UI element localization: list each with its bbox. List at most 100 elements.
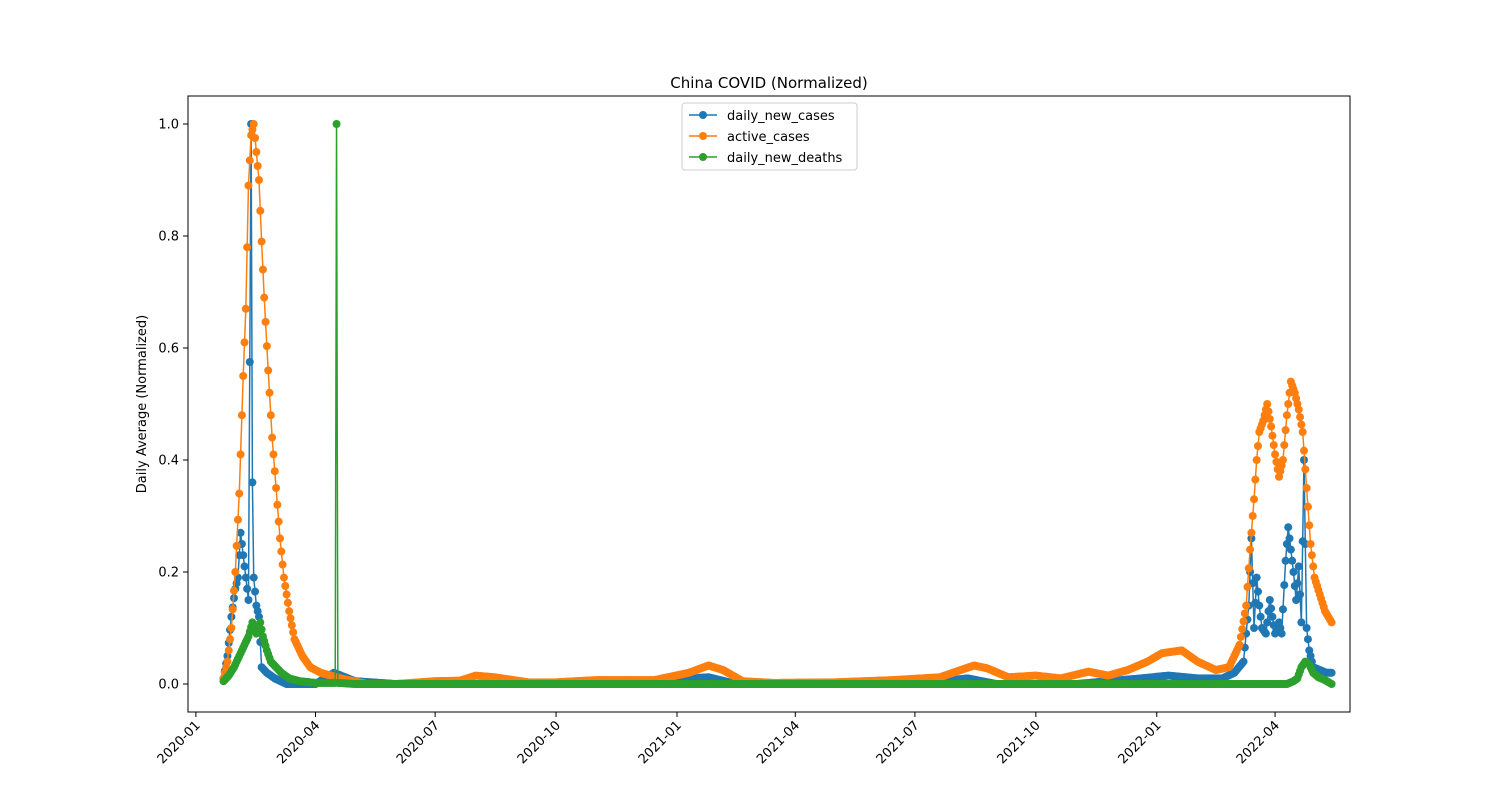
data-point [276,534,285,543]
data-point [1293,579,1302,588]
data-point [1253,587,1262,596]
data-point [258,265,267,274]
x-tick-label: 2022-01 [1116,718,1165,767]
data-point [253,162,262,170]
data-point [1278,605,1287,614]
plot-frame [187,95,1351,713]
x-tick-label: 2020-10 [515,718,564,767]
x-tick-label: 2020-01 [155,718,204,767]
data-point [251,134,260,142]
data-point [1305,521,1314,530]
data-point [264,366,273,375]
data-point [281,582,290,590]
data-point [240,562,249,571]
y-tick-label: 0.6 [158,342,179,357]
data-point [1264,407,1273,416]
data-point [1265,596,1274,604]
data-point [236,528,245,537]
data-point [269,450,278,459]
series-layer [219,120,1336,688]
data-point [1247,528,1256,537]
data-point [1278,456,1287,464]
legend-marker [699,153,707,161]
data-point [1277,629,1286,638]
data-point [268,433,277,442]
data-point [1294,562,1303,571]
data-point [260,293,269,302]
data-point [254,176,263,184]
data-point [273,500,282,509]
data-point [1265,414,1274,423]
y-tick-label: 0.0 [158,678,179,693]
data-point [252,148,261,156]
data-point [243,243,252,252]
x-tick-label: 2021-01 [636,718,685,767]
legend-marker [699,132,707,140]
data-point [1250,495,1259,504]
data-point [1244,564,1253,573]
data-point [244,181,253,190]
x-axis: 2020-01 2020-04 2020-07 2020-10 2021-01 2021-… [155,712,1283,767]
data-point [279,573,288,582]
data-point [289,628,298,637]
x-tick-label: 2021-04 [754,718,803,767]
data-point [1303,635,1312,644]
data-point [1284,523,1293,532]
data-point [1296,590,1305,599]
data-point [237,411,246,420]
data-point [1292,596,1301,604]
data-point [1250,624,1259,632]
y-axis: 0.0 0.2 0.4 0.6 0.8 1.0 [158,118,188,693]
data-point [251,587,260,596]
data-point [1263,618,1272,627]
data-point [1306,540,1315,548]
data-point [245,358,254,366]
chart-title: China COVID (Normalized) [670,74,867,92]
data-point [1255,601,1264,610]
data-point [1327,680,1336,688]
data-point [282,590,291,599]
data-point [239,372,248,380]
data-point [228,605,237,614]
data-point [1296,413,1305,422]
data-point [1294,405,1303,414]
data-point [226,635,235,644]
data-point [1236,632,1245,641]
data-point [239,551,248,560]
y-tick-label: 0.2 [158,566,179,581]
data-point [1297,618,1306,627]
data-point [278,560,287,569]
data-point [1252,456,1261,464]
data-point [245,156,254,165]
data-point [249,120,258,128]
x-tick-label: 2021-10 [995,718,1044,767]
data-point [1240,609,1249,618]
data-point [1269,441,1278,450]
legend: daily_new_cases active_cases daily_new_dea… [681,102,858,171]
data-point [1280,441,1289,450]
data-point [1327,618,1336,627]
data-point [286,614,295,623]
data-point [1239,617,1248,626]
data-point [1282,411,1291,420]
legend-item-active_cases: active_cases [689,130,810,145]
data-point [231,568,240,576]
data-point [1238,625,1247,634]
data-point [257,237,266,246]
data-point [240,338,249,347]
data-point [236,450,245,459]
data-point [1271,450,1280,459]
data-point [274,517,283,526]
data-point [244,596,253,604]
data-point [1235,640,1244,649]
data-point [1267,604,1276,613]
legend-label: daily_new_deaths [727,151,843,166]
data-point [1280,581,1289,590]
data-point [1243,582,1252,591]
data-point [1256,612,1265,621]
data-point [261,317,270,326]
data-point [224,646,233,655]
x-tick-label: 2020-07 [394,718,443,767]
